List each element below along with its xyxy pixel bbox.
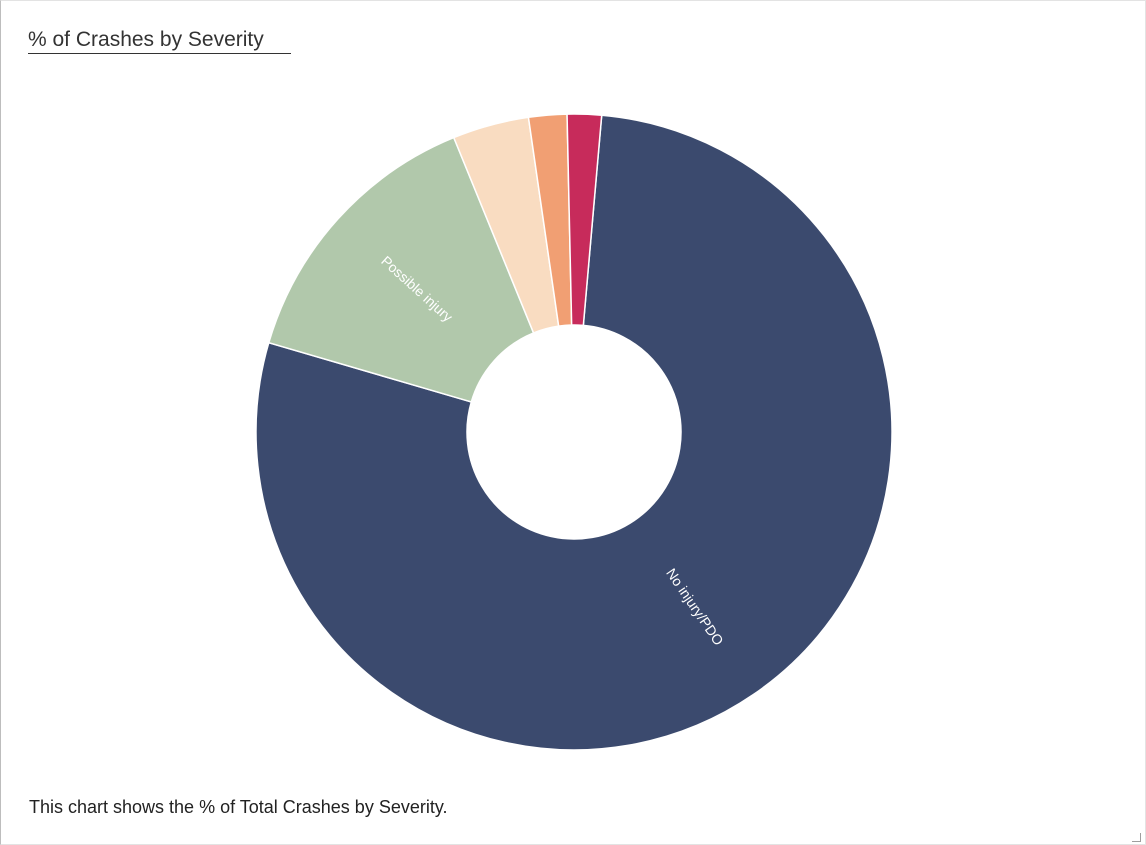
- chart-caption: This chart shows the % of Total Crashes …: [29, 797, 448, 817]
- chart-title: % of Crashes by Severity: [28, 28, 264, 51]
- slice-0[interactable]: [255, 114, 893, 751]
- resize-handle[interactable]: [1132, 833, 1141, 842]
- title-underline: [28, 53, 291, 54]
- slice-4[interactable]: [566, 113, 603, 327]
- slices-group: [255, 113, 893, 751]
- slice-1[interactable]: [267, 136, 535, 403]
